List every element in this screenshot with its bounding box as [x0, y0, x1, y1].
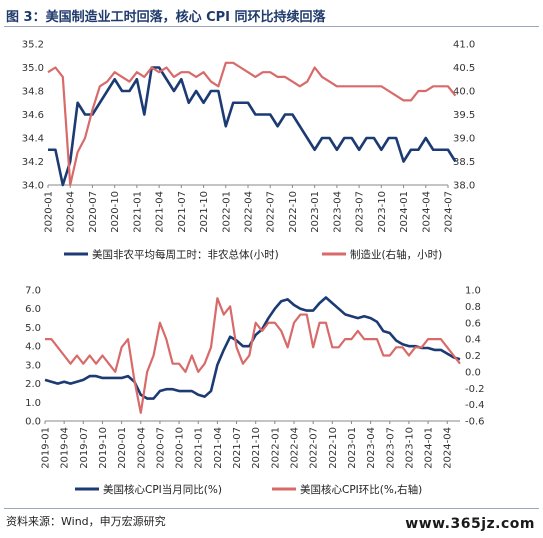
x-tick-label: 2023-10 — [404, 427, 415, 469]
x-tick-label: 2021-01 — [194, 427, 205, 469]
y-left-tick-label: 2.0 — [25, 379, 41, 390]
y-left-tick-label: 34.8 — [22, 87, 44, 98]
y-right-tick-label: 38.5 — [453, 157, 475, 168]
y-right-tick-label: 40.0 — [453, 87, 475, 98]
y-left-tick-label: 34.2 — [22, 157, 44, 168]
x-tick-label: 2021-04 — [155, 191, 166, 233]
x-tick-label: 2020-04 — [136, 427, 147, 469]
x-tick-label: 2021-07 — [177, 191, 188, 233]
y-right-tick-label: 39.0 — [453, 134, 475, 145]
y-right-tick-label: 0.6 — [465, 318, 481, 329]
x-tick-label: 2023-10 — [377, 191, 388, 233]
x-tick-label: 2024-04 — [421, 191, 432, 233]
x-tick-label: 2024-01 — [424, 427, 435, 469]
x-tick-label: 2023-07 — [385, 427, 396, 469]
y-left-tick-label: 34.4 — [22, 134, 44, 145]
x-tick-label: 2023-04 — [332, 191, 343, 233]
x-tick-label: 2022-04 — [244, 191, 255, 233]
y-left-tick-label: 0.0 — [25, 417, 41, 428]
x-tick-label: 2022-01 — [270, 427, 281, 469]
x-tick-label: 2022-07 — [309, 427, 320, 469]
x-tick-label: 2021-01 — [132, 191, 143, 233]
x-tick-label: 2021-07 — [232, 427, 243, 469]
x-tick-label: 2020-04 — [66, 191, 77, 233]
y-left-tick-label: 3.0 — [25, 360, 41, 371]
series-line-left — [48, 66, 457, 187]
x-tick-label: 2022-07 — [266, 191, 277, 233]
y-right-tick-label: 0.2 — [465, 351, 481, 362]
y-left-tick-label: 34.0 — [22, 181, 44, 192]
x-tick-label: 2022-04 — [290, 427, 301, 469]
legend-label: 制造业(右轴，小时) — [350, 248, 442, 261]
x-tick-label: 2023-01 — [310, 191, 321, 233]
y-right-tick-label: -0.2 — [465, 384, 485, 395]
y-right-tick-label: -0.4 — [465, 400, 485, 411]
y-right-tick-label: 0.8 — [465, 302, 481, 313]
chart-core-cpi: 0.0 1.0 2.0 3.0 4.0 5.0 6.0 7.0 -0.6 -0.4 -0.2 0.0 0… — [25, 286, 485, 497]
x-tick-label: 2020-07 — [88, 191, 99, 233]
x-tick-label: 2022-01 — [221, 191, 232, 233]
x-tick-label: 2019-10 — [98, 427, 109, 469]
x-tick-label: 2023-04 — [366, 427, 377, 469]
x-tick-label: 2020-10 — [110, 191, 121, 233]
y-left-tick-label: 5.0 — [25, 323, 41, 334]
series-line-right — [45, 297, 461, 414]
x-tick-label: 2023-01 — [347, 427, 358, 469]
x-tick-label: 2020-10 — [175, 427, 186, 469]
x-tick-label: 2024-07 — [444, 191, 455, 233]
y-right-tick-label: -0.6 — [465, 417, 485, 428]
x-tick-label: 2019-04 — [60, 427, 71, 469]
y-left-tick-label: 35.0 — [22, 63, 44, 74]
y-left-tick-label: 1.0 — [25, 398, 41, 409]
x-tick-label: 2020-01 — [117, 427, 128, 469]
x-tick-label: 2022-10 — [328, 427, 339, 469]
x-tick-label: 2019-01 — [41, 427, 52, 469]
y-right-tick-label: 39.5 — [453, 110, 475, 121]
chart-work-hours: 34.0 34.2 34.4 34.6 34.8 35.0 35.2 38.0 38.5 39.0… — [22, 40, 476, 262]
x-tick-label: 2022-10 — [288, 191, 299, 233]
y-right-tick-label: 41.0 — [453, 40, 475, 51]
title-rule — [4, 26, 539, 27]
x-tick-label: 2023-07 — [355, 191, 366, 233]
y-left-tick-label: 7.0 — [25, 286, 41, 297]
x-tick-label: 2019-07 — [79, 427, 90, 469]
y-left-tick-label: 4.0 — [25, 342, 41, 353]
x-tick-label: 2021-04 — [213, 427, 224, 469]
x-tick-label: 2021-10 — [251, 427, 262, 469]
x-tick-label: 2024-04 — [443, 427, 454, 469]
y-right-tick-label: 38.0 — [453, 181, 475, 192]
x-tick-label: 2024-01 — [399, 191, 410, 233]
y-left-tick-label: 35.2 — [22, 40, 44, 51]
x-tick-label: 2020-07 — [155, 427, 166, 469]
series-line-right — [47, 61, 457, 187]
y-left-tick-label: 6.0 — [25, 304, 41, 315]
watermark-text: www.365jz.com — [405, 516, 535, 532]
x-tick-label: 2021-10 — [199, 191, 210, 233]
legend-label: 美国核心CPI环比(%,右轴) — [300, 483, 422, 496]
y-right-tick-label: 40.5 — [453, 63, 475, 74]
y-left-tick-label: 34.6 — [22, 110, 44, 121]
y-right-tick-label: 0.4 — [465, 335, 481, 346]
source-note: 资料来源：Wind，申万宏源研究 — [6, 515, 166, 528]
y-right-tick-label: 1.0 — [465, 286, 481, 297]
legend-label: 美国核心CPI当月同比(%) — [103, 483, 222, 496]
x-tick-label: 2020-01 — [44, 191, 55, 233]
figure-title: 图 3：美国制造业工时回落，核心 CPI 同环比持续回落 — [6, 10, 326, 25]
y-right-tick-label: 0.0 — [465, 367, 481, 378]
legend-label: 美国非农平均每周工时：非农总体(小时) — [92, 248, 279, 261]
source-rule — [4, 508, 539, 509]
